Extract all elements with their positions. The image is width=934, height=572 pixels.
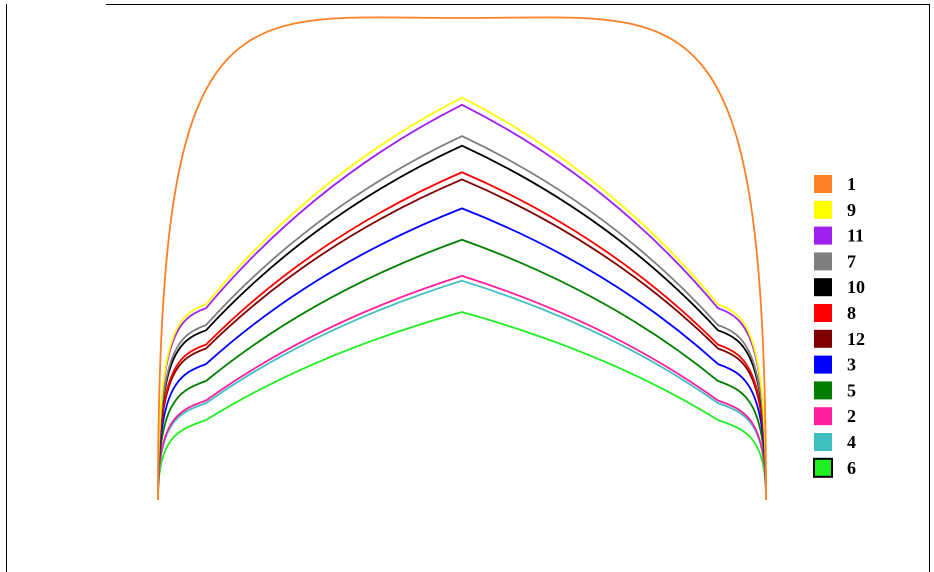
series-line-1 bbox=[157, 16, 767, 501]
legend-swatch-2 bbox=[814, 407, 832, 426]
legend-item-3: 3 bbox=[814, 355, 856, 375]
series-line-5 bbox=[157, 238, 767, 501]
series-line-7 bbox=[157, 135, 767, 501]
series-line-2 bbox=[157, 274, 767, 501]
legend-item-7: 7 bbox=[814, 251, 856, 271]
legend-label-8: 8 bbox=[847, 303, 856, 323]
legend-label-1: 1 bbox=[847, 174, 856, 194]
legend-label-6: 6 bbox=[847, 458, 856, 478]
series-line-6 bbox=[157, 311, 767, 501]
series-layer bbox=[157, 16, 767, 501]
legend-item-6: 6 bbox=[813, 457, 856, 478]
series-line-12 bbox=[157, 178, 767, 501]
series-line-10 bbox=[157, 144, 767, 501]
series-line-4 bbox=[157, 279, 767, 501]
legend-label-10: 10 bbox=[847, 277, 865, 297]
legend-swatch-3 bbox=[814, 355, 832, 374]
legend-swatch-10 bbox=[814, 278, 832, 297]
legend-label-9: 9 bbox=[847, 200, 856, 220]
legend-label-2: 2 bbox=[847, 406, 856, 426]
legend-swatch-9 bbox=[814, 200, 832, 219]
series-line-3 bbox=[157, 207, 767, 501]
frame-border bbox=[6, 4, 930, 572]
legend-swatch-4 bbox=[814, 433, 832, 451]
legend-label-7: 7 bbox=[847, 251, 856, 271]
legend-label-5: 5 bbox=[847, 380, 856, 400]
legend-swatch-1 bbox=[814, 175, 832, 193]
legend-label-11: 11 bbox=[847, 226, 864, 246]
legend-swatch-11 bbox=[814, 226, 832, 245]
legend-item-12: 12 bbox=[814, 329, 865, 349]
legend-swatch-8 bbox=[814, 304, 832, 322]
legend-swatch-6 bbox=[813, 457, 833, 478]
legend-item-11: 11 bbox=[814, 226, 864, 246]
legend-item-8: 8 bbox=[814, 303, 856, 323]
legend-item-5: 5 bbox=[814, 380, 856, 400]
legend-swatch-12 bbox=[814, 329, 832, 348]
series-line-9 bbox=[157, 96, 767, 501]
legend-item-10: 10 bbox=[814, 277, 865, 297]
legend-item-1: 1 bbox=[814, 174, 856, 194]
legend-item-2: 2 bbox=[814, 406, 856, 426]
legend-label-12: 12 bbox=[847, 329, 865, 349]
legend-swatch-7 bbox=[814, 252, 832, 271]
series-line-11 bbox=[157, 103, 767, 501]
legend-item-4: 4 bbox=[814, 432, 856, 452]
legend-item-9: 9 bbox=[814, 200, 856, 220]
legend-label-3: 3 bbox=[847, 355, 856, 375]
legend: 1 9 11 7 10 8 12 3 5 2 4 6 bbox=[813, 174, 865, 478]
legend-swatch-5 bbox=[814, 381, 832, 400]
series-line-8 bbox=[157, 171, 767, 501]
legend-label-4: 4 bbox=[847, 432, 856, 452]
